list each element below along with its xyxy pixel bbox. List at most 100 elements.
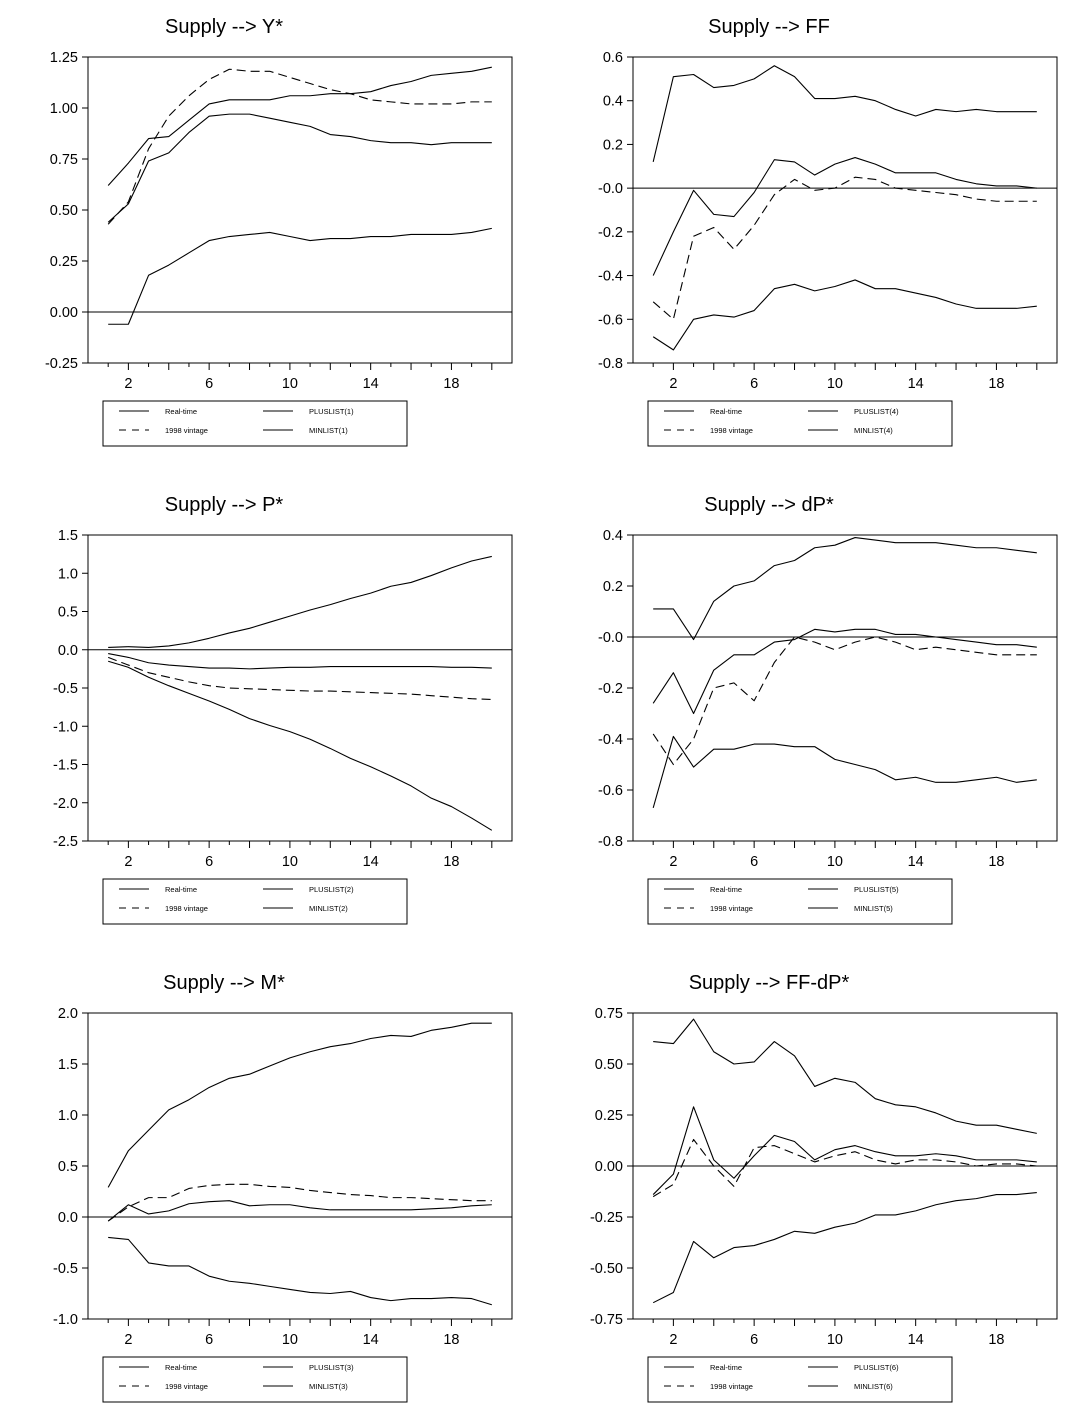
line-chart: Supply --> M* -1.0 -0.5 0.0 0.5 1.0 1.5 2.0 2 6 10… bbox=[53, 972, 513, 1403]
legend-label: MINLIST(3) bbox=[309, 1382, 348, 1391]
x-tick-label: 6 bbox=[750, 376, 758, 392]
series-line bbox=[652, 65, 1037, 163]
line-chart: Supply --> FF -0.8 -0.6 -0.4 -0.2 -0.0 0.2 0.4 0… bbox=[598, 16, 1058, 447]
y-tick-label: 0.5 bbox=[58, 605, 78, 621]
y-tick-label: -0.2 bbox=[598, 225, 623, 241]
y-tick-label: -0.8 bbox=[598, 356, 623, 372]
series-line bbox=[107, 66, 492, 186]
legend-label: Real-time bbox=[710, 1363, 742, 1372]
y-tick-label: 0.0 bbox=[58, 643, 78, 659]
x-tick-label: 6 bbox=[750, 1332, 758, 1348]
x-tick-label: 14 bbox=[363, 1332, 379, 1348]
legend-label: 1998 vintage bbox=[165, 426, 208, 435]
series-line bbox=[652, 1106, 1037, 1195]
plot-frame bbox=[632, 56, 1058, 364]
chart-panel: Supply --> Y* -0.25 0.00 0.25 0.50 0.75 1.00 1.… bbox=[0, 0, 545, 454]
line-chart: Supply --> Y* -0.25 0.00 0.25 0.50 0.75 1.00 1.… bbox=[45, 16, 513, 447]
chart-title: Supply --> FF bbox=[708, 16, 830, 38]
series-line bbox=[108, 555, 492, 649]
x-tick-label: 14 bbox=[908, 854, 924, 870]
series-line bbox=[652, 176, 1037, 320]
x-tick-label: 18 bbox=[988, 376, 1004, 392]
legend-label: 1998 vintage bbox=[710, 1382, 753, 1391]
legend-label: 1998 vintage bbox=[165, 904, 208, 913]
legend-label: 1998 vintage bbox=[165, 1382, 208, 1391]
x-tick-label: 10 bbox=[282, 376, 298, 392]
chart-panel: Supply --> dP* -0.8 -0.6 -0.4 -0.2 -0.0 0.2 0.4… bbox=[545, 478, 1090, 932]
series-line bbox=[652, 735, 1037, 808]
y-tick-label: 0.75 bbox=[50, 152, 78, 168]
x-tick-label: 2 bbox=[669, 1332, 677, 1348]
x-tick-label: 2 bbox=[669, 376, 677, 392]
series-line bbox=[108, 1236, 492, 1306]
series-line bbox=[652, 1191, 1037, 1304]
y-tick-label: 0.00 bbox=[50, 305, 78, 321]
y-tick-label: -0.5 bbox=[53, 681, 78, 697]
y-tick-label: 0.75 bbox=[595, 1006, 623, 1022]
series-line bbox=[108, 653, 492, 670]
x-tick-label: 18 bbox=[443, 1332, 459, 1348]
legend-box bbox=[102, 878, 408, 925]
y-tick-label: -0.25 bbox=[45, 356, 78, 372]
y-tick-label: 0.5 bbox=[58, 1159, 78, 1175]
x-tick-label: 14 bbox=[363, 376, 379, 392]
y-tick-label: 1.0 bbox=[58, 1108, 78, 1124]
y-tick-label: 0.50 bbox=[595, 1057, 623, 1073]
series-line bbox=[107, 113, 492, 223]
x-tick-label: 6 bbox=[205, 1332, 213, 1348]
y-tick-label: 1.00 bbox=[50, 101, 78, 117]
legend-label: MINLIST(1) bbox=[309, 426, 348, 435]
line-chart: Supply --> P* -2.5 -2.0 -1.5 -1.0 -0.5 0.0 0.5 1… bbox=[53, 494, 513, 925]
x-tick-label: 10 bbox=[282, 854, 298, 870]
legend-label: 1998 vintage bbox=[710, 426, 753, 435]
chart-title: Supply --> P* bbox=[165, 494, 284, 516]
y-tick-label: 2.0 bbox=[58, 1006, 78, 1022]
y-tick-label: -2.0 bbox=[53, 796, 78, 812]
chart-title: Supply --> dP* bbox=[704, 494, 834, 516]
y-tick-label: 0.6 bbox=[603, 50, 623, 66]
y-tick-label: -0.25 bbox=[590, 1210, 623, 1226]
x-tick-label: 2 bbox=[669, 854, 677, 870]
legend-label: MINLIST(5) bbox=[854, 904, 893, 913]
chart-title: Supply --> FF-dP* bbox=[689, 972, 850, 994]
series-line bbox=[652, 1138, 1037, 1198]
y-tick-label: -0.5 bbox=[53, 1261, 78, 1277]
series-line bbox=[107, 1022, 492, 1188]
series-line bbox=[108, 660, 493, 831]
y-tick-label: 1.0 bbox=[58, 566, 78, 582]
y-tick-label: 0.00 bbox=[595, 1159, 623, 1175]
y-tick-label: -0.4 bbox=[598, 732, 623, 748]
legend-label: PLUSLIST(1) bbox=[309, 407, 354, 416]
legend-box bbox=[102, 1356, 408, 1403]
series-line bbox=[652, 279, 1037, 351]
plot-frame bbox=[87, 534, 513, 842]
y-tick-label: -0.50 bbox=[590, 1261, 623, 1277]
x-tick-label: 10 bbox=[827, 1332, 843, 1348]
legend-label: PLUSLIST(5) bbox=[854, 885, 899, 894]
plot-frame bbox=[87, 1012, 513, 1320]
x-tick-label: 6 bbox=[750, 854, 758, 870]
legend-label: Real-time bbox=[710, 407, 742, 416]
series-line bbox=[653, 1018, 1037, 1134]
chart-title: Supply --> Y* bbox=[165, 16, 283, 38]
y-tick-label: -1.5 bbox=[53, 758, 78, 774]
chart-panel: Supply --> FF -0.8 -0.6 -0.4 -0.2 -0.0 0.2 0.4 0… bbox=[545, 0, 1090, 454]
y-tick-label: 0.4 bbox=[603, 528, 623, 544]
y-tick-label: -2.5 bbox=[53, 834, 78, 850]
line-chart: Supply --> FF-dP* -0.75 -0.50 -0.25 0.00 0.25… bbox=[590, 972, 1058, 1403]
legend-box bbox=[647, 400, 953, 447]
legend-label: PLUSLIST(3) bbox=[309, 1363, 354, 1372]
legend-label: Real-time bbox=[710, 885, 742, 894]
x-tick-label: 18 bbox=[988, 854, 1004, 870]
line-chart: Supply --> dP* -0.8 -0.6 -0.4 -0.2 -0.0 0.2 0.4… bbox=[598, 494, 1058, 925]
plot-frame bbox=[87, 56, 513, 364]
x-tick-label: 14 bbox=[363, 854, 379, 870]
series-line bbox=[652, 156, 1037, 276]
x-tick-label: 6 bbox=[205, 376, 213, 392]
x-tick-label: 18 bbox=[988, 1332, 1004, 1348]
x-tick-label: 10 bbox=[282, 1332, 298, 1348]
y-tick-label: 1.25 bbox=[50, 50, 78, 66]
chart-panel: Supply --> M* -1.0 -0.5 0.0 0.5 1.0 1.5 2.0 2 6 10… bbox=[0, 956, 545, 1410]
series-line bbox=[108, 227, 492, 325]
chart-panel: Supply --> FF-dP* -0.75 -0.50 -0.25 0.00 0.25… bbox=[545, 956, 1090, 1410]
